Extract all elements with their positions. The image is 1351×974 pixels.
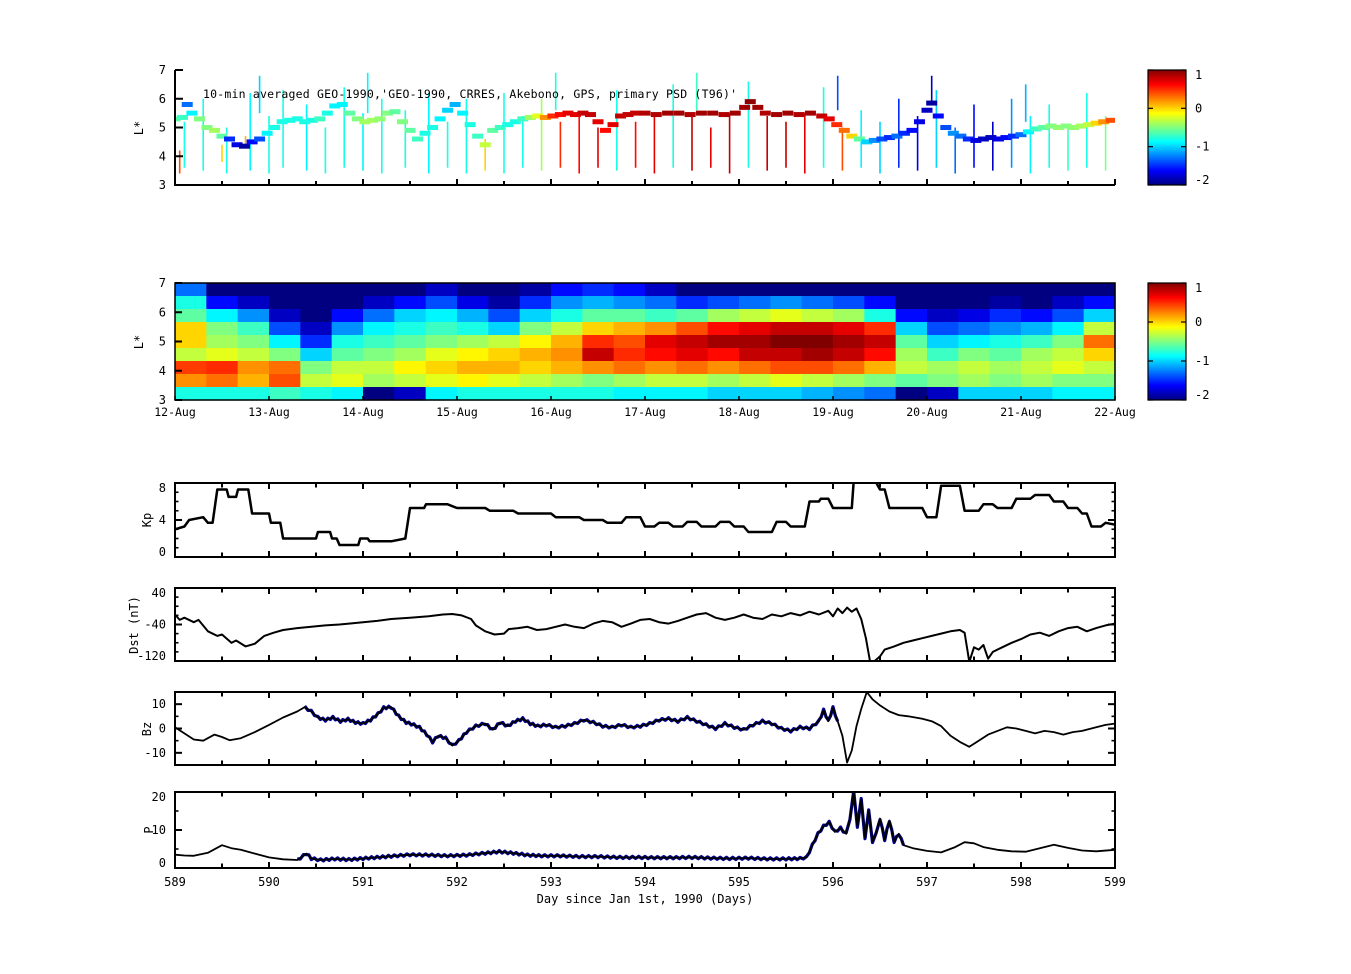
svg-text:591: 591 <box>352 875 374 889</box>
kp-panel: 0 4 8 <box>159 481 1116 559</box>
svg-text:598: 598 <box>1010 875 1032 889</box>
svg-text:7: 7 <box>159 63 166 77</box>
svg-text:589: 589 <box>164 875 186 889</box>
svg-text:40: 40 <box>152 586 166 600</box>
svg-text:-1: -1 <box>1195 354 1209 368</box>
svg-text:10: 10 <box>152 697 166 711</box>
psd-heatmap-panel: 3 4 5 6 7 12-Aug 13-Aug 14-Aug 15-Aug 16-Aug 17-Au… <box>154 276 1136 419</box>
psd-heatmap-colorbar: 1 0 -1 -2 <box>1147 281 1209 402</box>
svg-text:1: 1 <box>1195 281 1202 295</box>
svg-text:593: 593 <box>540 875 562 889</box>
psd-title: 10-min averaged GEO-1990,'GEO-1990, CRRE… <box>203 87 738 101</box>
svg-text:-2: -2 <box>1195 388 1209 402</box>
svg-text:12-Aug: 12-Aug <box>154 405 196 419</box>
svg-text:0: 0 <box>159 722 166 736</box>
svg-text:4: 4 <box>159 149 166 163</box>
kp-ylabel: Kp <box>140 512 154 528</box>
svg-text:-40: -40 <box>144 618 166 632</box>
svg-text:21-Aug: 21-Aug <box>1000 405 1042 419</box>
p-panel: 0 10 20 589 590 591 592 593 594 595 596 597 598 599 <box>152 790 1126 889</box>
svg-text:8: 8 <box>159 481 166 495</box>
dst-panel: -120 -40 40 <box>137 586 1116 663</box>
svg-text:-1: -1 <box>1195 140 1209 154</box>
svg-text:14-Aug: 14-Aug <box>342 405 384 419</box>
svg-text:595: 595 <box>728 875 750 889</box>
psd-scatter-colorbar: 1 0 -1 -2 <box>1147 68 1209 187</box>
svg-text:0: 0 <box>159 856 166 870</box>
svg-text:5: 5 <box>159 335 166 349</box>
svg-text:20-Aug: 20-Aug <box>906 405 948 419</box>
svg-text:15-Aug: 15-Aug <box>436 405 478 419</box>
svg-text:0: 0 <box>159 545 166 559</box>
svg-text:592: 592 <box>446 875 468 889</box>
svg-text:590: 590 <box>258 875 280 889</box>
svg-text:0: 0 <box>1195 315 1202 329</box>
svg-text:20: 20 <box>152 790 166 804</box>
svg-text:17-Aug: 17-Aug <box>624 405 666 419</box>
svg-text:16-Aug: 16-Aug <box>530 405 572 419</box>
svg-text:19-Aug: 19-Aug <box>812 405 854 419</box>
svg-text:-120: -120 <box>137 649 166 663</box>
svg-text:-10: -10 <box>144 746 166 760</box>
svg-text:4: 4 <box>159 513 166 527</box>
psd-heatmap-ylabel: L* <box>132 334 146 350</box>
svg-text:-2: -2 <box>1195 173 1209 187</box>
svg-text:596: 596 <box>822 875 844 889</box>
svg-text:3: 3 <box>159 393 166 407</box>
svg-text:6: 6 <box>159 92 166 106</box>
svg-text:7: 7 <box>159 276 166 290</box>
svg-text:13-Aug: 13-Aug <box>248 405 290 419</box>
svg-text:22-Aug: 22-Aug <box>1094 405 1136 419</box>
psd-scatter-panel: 3 4 5 6 7 <box>159 63 1116 192</box>
x-axis-title: Day since Jan 1st, 1990 (Days) <box>536 892 754 906</box>
svg-text:3: 3 <box>159 178 166 192</box>
dst-ylabel: Dst (nT) <box>127 596 141 654</box>
psd-scatter-ylabel: L* <box>132 120 146 136</box>
bz-ylabel: Bz <box>140 721 154 737</box>
svg-text:4: 4 <box>159 364 166 378</box>
svg-text:6: 6 <box>159 305 166 319</box>
svg-text:1: 1 <box>1195 68 1202 82</box>
svg-text:597: 597 <box>916 875 938 889</box>
svg-text:599: 599 <box>1104 875 1126 889</box>
svg-text:5: 5 <box>159 121 166 135</box>
svg-text:18-Aug: 18-Aug <box>718 405 760 419</box>
bz-panel: -10 0 10 <box>144 691 1116 766</box>
svg-text:10: 10 <box>152 823 166 837</box>
svg-text:0: 0 <box>1195 101 1202 115</box>
svg-text:594: 594 <box>634 875 656 889</box>
p-ylabel: P <box>142 826 156 834</box>
